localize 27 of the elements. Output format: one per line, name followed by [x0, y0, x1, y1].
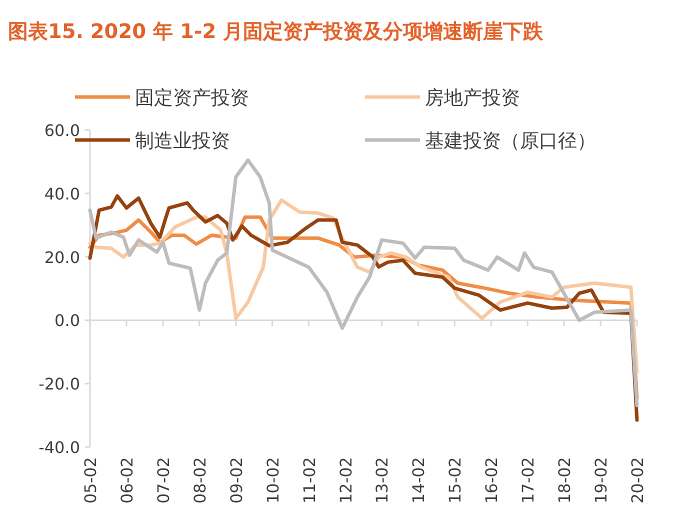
x-tick-label: 06-02: [117, 457, 136, 504]
legend-label: 基建投资（原口径）: [425, 130, 596, 152]
x-tick-label: 17-02: [518, 457, 538, 504]
x-tick-label: 18-02: [555, 457, 574, 504]
x-tick-label: 15-02: [446, 457, 465, 504]
y-tick-label: 40.0: [44, 184, 80, 204]
x-tick-label: 05-02: [81, 457, 100, 504]
x-tick-label: 11-02: [300, 457, 319, 504]
y-tick-label: 20.0: [44, 248, 80, 267]
x-tick-label: 08-02: [190, 457, 210, 504]
x-tick-label: 16-02: [482, 457, 502, 504]
y-tick-label: 0.0: [54, 311, 80, 330]
x-tick-label: 13-02: [372, 457, 392, 504]
x-tick-label: 10-02: [263, 457, 282, 504]
x-tick-label: 09-02: [226, 457, 246, 504]
legend-label: 制造业投资: [135, 130, 230, 152]
x-tick-label: 14-02: [409, 457, 428, 504]
x-tick-label: 19-02: [592, 457, 611, 504]
y-tick-label: -20.0: [38, 374, 80, 394]
y-tick-label: 60.0: [44, 121, 80, 140]
x-tick-label: 12-02: [336, 457, 356, 504]
x-tick-label: 20-02: [628, 457, 647, 504]
legend-label: 房地产投资: [425, 87, 520, 109]
title: 图表15. 2020 年 1-2 月固定资产投资及分项增速断崖下跌: [8, 19, 544, 43]
x-tick-label: 07-02: [154, 457, 173, 504]
legend-label: 固定资产投资: [135, 87, 249, 109]
y-tick-label: -40.0: [38, 438, 80, 457]
